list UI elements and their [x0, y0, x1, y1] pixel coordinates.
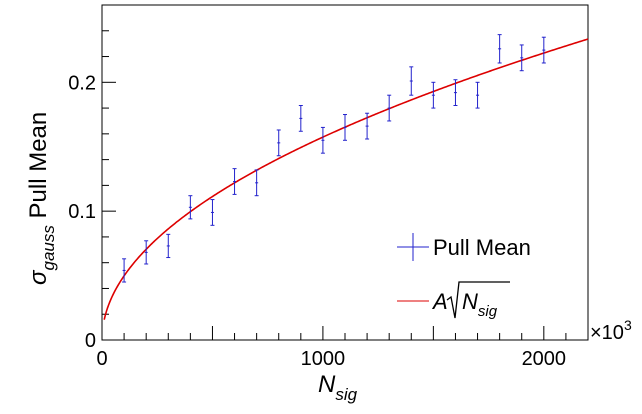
legend-entry-pull-mean: Pull Mean — [397, 233, 531, 261]
data-point — [276, 129, 281, 157]
data-point — [387, 94, 392, 122]
x-tick-label: 2000 — [522, 348, 567, 370]
x-tick-label: 1000 — [301, 348, 346, 370]
legend-sqrt-sign — [446, 281, 510, 319]
x-multiplier-exponent: 3 — [624, 317, 632, 333]
data-point — [320, 126, 325, 154]
fit-curve-group — [103, 38, 589, 320]
y-axis-tick-labels: 0 0.1 0.2 — [68, 72, 96, 352]
data-point — [166, 233, 171, 259]
x-axis-multiplier: ×103 — [590, 317, 632, 344]
x-tick-label: 0 — [96, 348, 107, 370]
y-tick-label: 0.1 — [68, 201, 96, 223]
data-point — [497, 34, 502, 64]
y-axis-title-sub: gauss — [39, 225, 58, 271]
data-point — [541, 36, 546, 64]
y-axis-title: σgauss Pull Mean — [25, 112, 58, 285]
legend: Pull Mean A Nsig — [397, 233, 531, 320]
data-point — [210, 199, 215, 226]
legend-label-fit-prefix: A — [431, 289, 448, 314]
y-axis-title-text: Pull Mean — [25, 112, 52, 225]
legend-label-fit-sub: sig — [478, 303, 498, 320]
data-point — [188, 195, 193, 220]
x-axis-title-main: N — [318, 371, 336, 398]
plot-area — [101, 4, 589, 341]
data-point — [298, 105, 303, 132]
x-multiplier-base: ×10 — [590, 322, 624, 344]
data-point — [232, 168, 237, 195]
legend-label-pull-mean: Pull Mean — [433, 235, 531, 260]
data-point — [254, 169, 259, 197]
data-point — [409, 66, 414, 96]
y-axis-title-sigma: σ — [25, 269, 52, 285]
legend-entry-fit: A Nsig — [397, 281, 510, 320]
y-tick-label: 0 — [85, 330, 96, 352]
x-axis-ticks — [101, 326, 589, 340]
data-point — [144, 240, 149, 265]
data-points-group — [122, 34, 546, 283]
data-point — [365, 112, 370, 140]
x-axis-title: Nsig — [318, 371, 358, 404]
data-point — [453, 79, 458, 106]
data-point — [431, 81, 436, 109]
data-point — [343, 114, 347, 141]
data-point — [475, 81, 480, 109]
data-point — [122, 258, 127, 283]
y-axis-ticks — [102, 4, 116, 341]
legend-label-fit-radicand: Nsig — [462, 289, 498, 320]
y-tick-label: 0.2 — [68, 72, 96, 94]
plot-frame — [101, 4, 589, 341]
fit-curve — [103, 38, 589, 320]
legend-label-fit-main: N — [462, 289, 478, 314]
x-axis-title-sub: sig — [335, 385, 357, 404]
data-point — [519, 44, 524, 72]
x-axis-tick-labels: 0 1000 2000 — [96, 348, 566, 370]
